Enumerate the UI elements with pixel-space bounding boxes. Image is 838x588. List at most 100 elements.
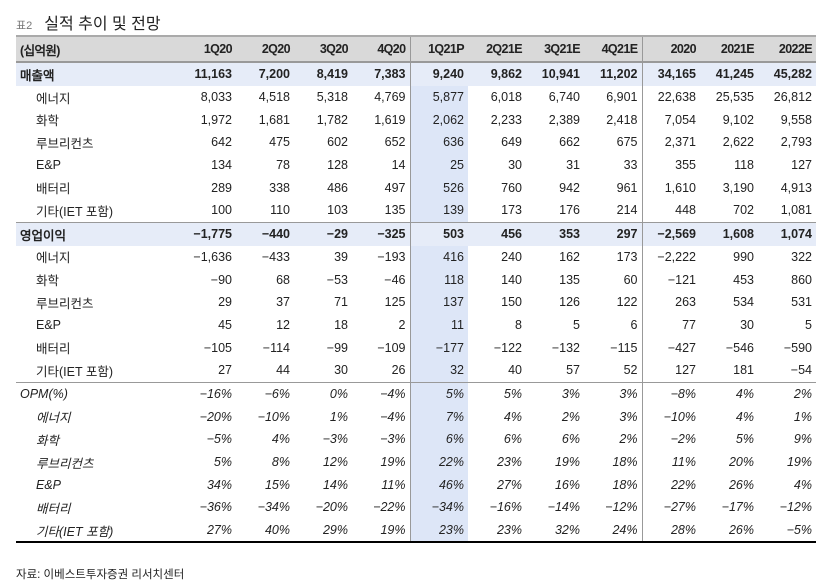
column-header: 2021E — [700, 35, 758, 63]
table-cell: 990 — [733, 249, 754, 264]
table-cell: 4% — [700, 381, 758, 406]
table-cell: −2,222 — [641, 245, 700, 269]
table-cell: 34,165 — [641, 62, 700, 86]
column-header: 2Q21E — [468, 35, 526, 63]
table-cell: 128 — [327, 158, 348, 173]
row-label: E&P — [36, 317, 62, 332]
table-cell: 531 — [791, 295, 812, 310]
table-cell: 355 — [641, 153, 700, 177]
table-cell: −2,569 — [641, 221, 700, 246]
table-row: 에너지 −20% −10% 1% −4% 7% 4% 2% 3% −10% 4% 1% — [16, 405, 816, 428]
row-label: 화학 — [36, 114, 60, 129]
table-cell: 19% — [786, 455, 812, 470]
table-row: 화학 1,972 1,681 1,782 1,619 2,062 2,233 2,389 2,4… — [16, 108, 816, 132]
table-cell: 34% — [206, 477, 232, 492]
table-cell: 139 — [409, 199, 468, 223]
table-cell: 4% — [735, 409, 754, 424]
table-cell: 1,608 — [700, 221, 758, 246]
table-cell: 150 — [501, 295, 522, 310]
table-cell: 9,102 — [722, 112, 754, 127]
table-cell: 18% — [612, 477, 638, 492]
table-cell: −3% — [322, 432, 348, 447]
table-cell: 29% — [294, 518, 352, 544]
table-cell: 649 — [501, 135, 522, 150]
table-row: 기타(IET 포함) 100 110 103 135 139 173 176 214 448 702… — [16, 199, 816, 223]
table-cell: 127 — [641, 358, 700, 383]
table-cell: 30 — [740, 317, 754, 332]
table-cell: 636 — [409, 131, 468, 154]
table-cell: −114 — [262, 340, 290, 355]
table-row: 기타(IET 포함) 27% 40% 29% 19% 23% 23% 32% 24% 28% 26%… — [16, 518, 816, 544]
table-cell: 2,371 — [641, 131, 700, 154]
table-cell: 297 — [584, 221, 642, 246]
table-cell: 4% — [503, 409, 522, 424]
table-row: OPM(%) −16% −6% 0% −4% 5% 5% 3% 3% −8% 4% 2% — [16, 381, 816, 406]
table-cell: 4,769 — [374, 90, 406, 105]
table-cell: 322 — [791, 249, 812, 264]
table-cell: −193 — [377, 249, 406, 264]
table-cell: 4% — [793, 477, 812, 492]
table-cell: 28% — [641, 518, 700, 544]
table-cell: 642 — [211, 135, 232, 150]
table-cell: 127 — [791, 158, 812, 173]
table-cell: 11% — [381, 477, 406, 492]
table-number: 표2 — [16, 20, 33, 32]
table-cell: 125 — [384, 295, 406, 310]
table-cell: 77 — [641, 313, 700, 337]
table-cell: 1,081 — [780, 203, 812, 218]
table-cell: 289 — [211, 180, 232, 195]
table-cell: −6% — [236, 381, 294, 406]
table-cell: 29 — [218, 295, 232, 310]
table-cell: 27 — [218, 363, 232, 378]
column-header: 1Q20 — [178, 35, 236, 63]
table-cell: 702 — [733, 203, 754, 218]
table-cell: 453 — [733, 272, 754, 287]
table-cell: 137 — [409, 290, 468, 314]
table-cell: 1% — [329, 409, 348, 424]
table-cell: 675 — [616, 135, 638, 150]
table-cell: 45 — [218, 317, 232, 332]
row-label: 기타(IET 포함) — [36, 204, 114, 219]
table-cell: 22% — [641, 473, 700, 497]
table-cell: 6 — [630, 317, 638, 332]
table-cell: 2% — [758, 381, 816, 406]
table-cell: 20% — [728, 455, 754, 470]
table-caption: 표2 실적 추이 및 전망 — [16, 10, 161, 34]
table-cell: 652 — [384, 135, 406, 150]
summary-row: 영업이익 −1,775 −440 −29 −325 503 456 353 297 −2,569 1… — [16, 221, 816, 246]
table-cell: 6,018 — [490, 90, 522, 105]
column-header: 2022E — [758, 35, 816, 63]
table-cell: −20% — [199, 409, 232, 424]
table-cell: 860 — [791, 272, 812, 287]
table-cell: 27% — [178, 518, 236, 544]
table-cell: −177 — [409, 336, 468, 359]
table-cell: 5% — [468, 381, 526, 406]
table-cell: −12% — [779, 500, 812, 515]
table-cell: 176 — [559, 203, 580, 218]
table-cell: 534 — [733, 295, 754, 310]
table-cell: −99 — [326, 340, 348, 355]
table-cell: 475 — [269, 135, 290, 150]
table-cell: 961 — [616, 180, 638, 195]
column-header: 3Q21E — [526, 35, 584, 63]
table-cell: 52 — [623, 363, 638, 378]
table-cell: 240 — [501, 249, 522, 264]
table-cell: −122 — [493, 340, 522, 355]
table-cell: 4% — [271, 432, 290, 447]
table-cell: 5 — [805, 317, 812, 332]
table-cell: −90 — [210, 272, 232, 287]
earnings-table: (십억원) 1Q20 2Q20 3Q20 4Q20 1Q21P 2Q21E 3Q21E 4Q2… — [16, 35, 816, 544]
table-row: E&P 134 78 128 14 25 30 31 33 355 118 127 — [16, 153, 816, 177]
table-cell: 2,418 — [606, 112, 638, 127]
table-cell: 448 — [641, 199, 700, 223]
table-cell: 1,074 — [758, 221, 816, 246]
summary-row: 매출액 11,163 7,200 8,419 7,383 9,240 9,862 10,941… — [16, 62, 816, 86]
column-header: 4Q21E — [584, 35, 642, 63]
table-cell: 9% — [793, 432, 812, 447]
table-cell: 23% — [496, 455, 522, 470]
table-cell: −46 — [384, 272, 406, 287]
table-cell: −22% — [373, 500, 406, 515]
table-cell: 14% — [322, 477, 348, 492]
table-row: 기타(IET 포함) 27 44 30 26 32 40 57 52 127 181 −54 — [16, 358, 816, 383]
table-cell: 6% — [561, 432, 580, 447]
